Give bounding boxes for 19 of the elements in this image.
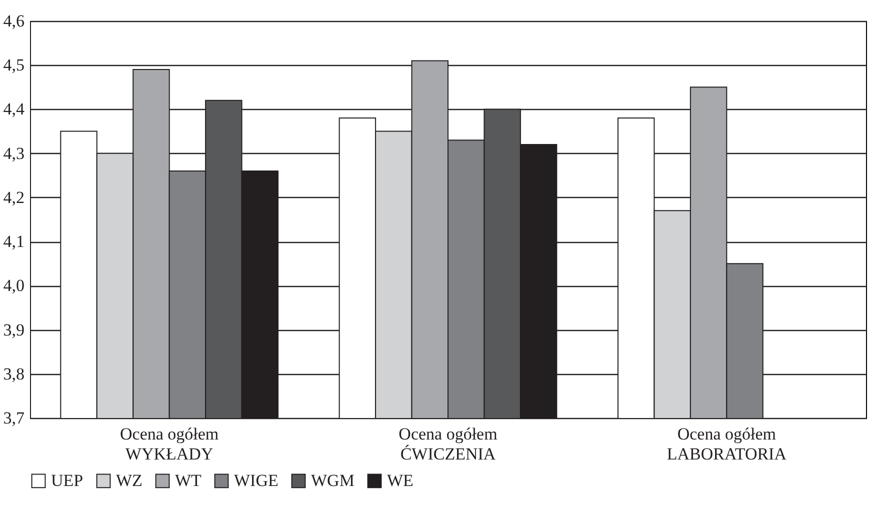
y-tick-label: 3,7 [3,408,25,428]
y-tick-label: 3,8 [3,364,24,384]
legend-label: WGM [311,470,354,490]
y-tick-label: 4,4 [3,100,25,119]
legend-label: WIGE [234,470,278,490]
y-tick-label: 4,6 [3,12,24,30]
y-tick-label: 4,2 [3,188,24,207]
x-tick-label: Ocena ogółem WYKŁADY [120,424,219,464]
y-tick-label: 4,5 [3,56,24,75]
x-tick-label: Ocena ogółem LABORATORIA [666,424,788,464]
y-tick-label: 4,3 [3,144,24,163]
y-tick-label: 4,0 [3,276,24,296]
legend-label: WE [387,470,414,490]
legend-label: WZ [116,470,142,490]
legend-label: UEP [51,470,84,490]
legend-label: WT [175,470,202,490]
x-tick-label: Ocena ogółem ĆWICZENIA [398,424,498,464]
y-tick-label: 3,9 [3,320,24,340]
y-tick-label: 4,1 [3,232,24,252]
